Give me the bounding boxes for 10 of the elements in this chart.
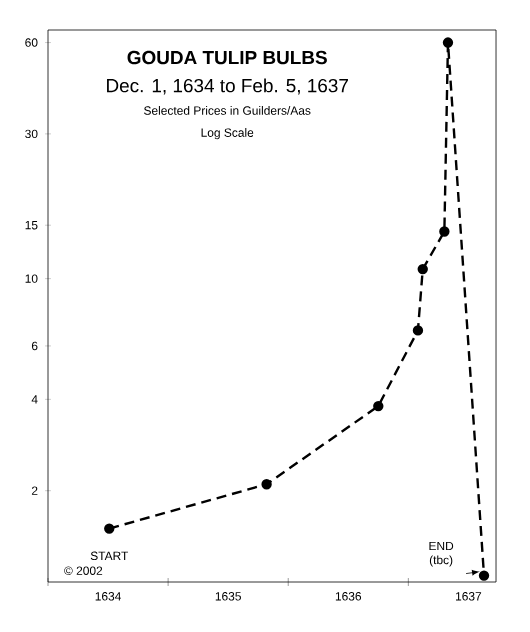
text: GOUDA TULIP BULBS <box>127 50 327 65</box>
text: Dec. 1, 1634 to Feb. 5, 1637 <box>107 78 348 95</box>
point <box>373 400 384 412</box>
point <box>439 226 450 237</box>
point <box>261 479 272 490</box>
point <box>417 263 428 275</box>
point <box>478 570 490 581</box>
point <box>104 523 115 534</box>
point <box>412 325 424 336</box>
point <box>442 37 454 48</box>
